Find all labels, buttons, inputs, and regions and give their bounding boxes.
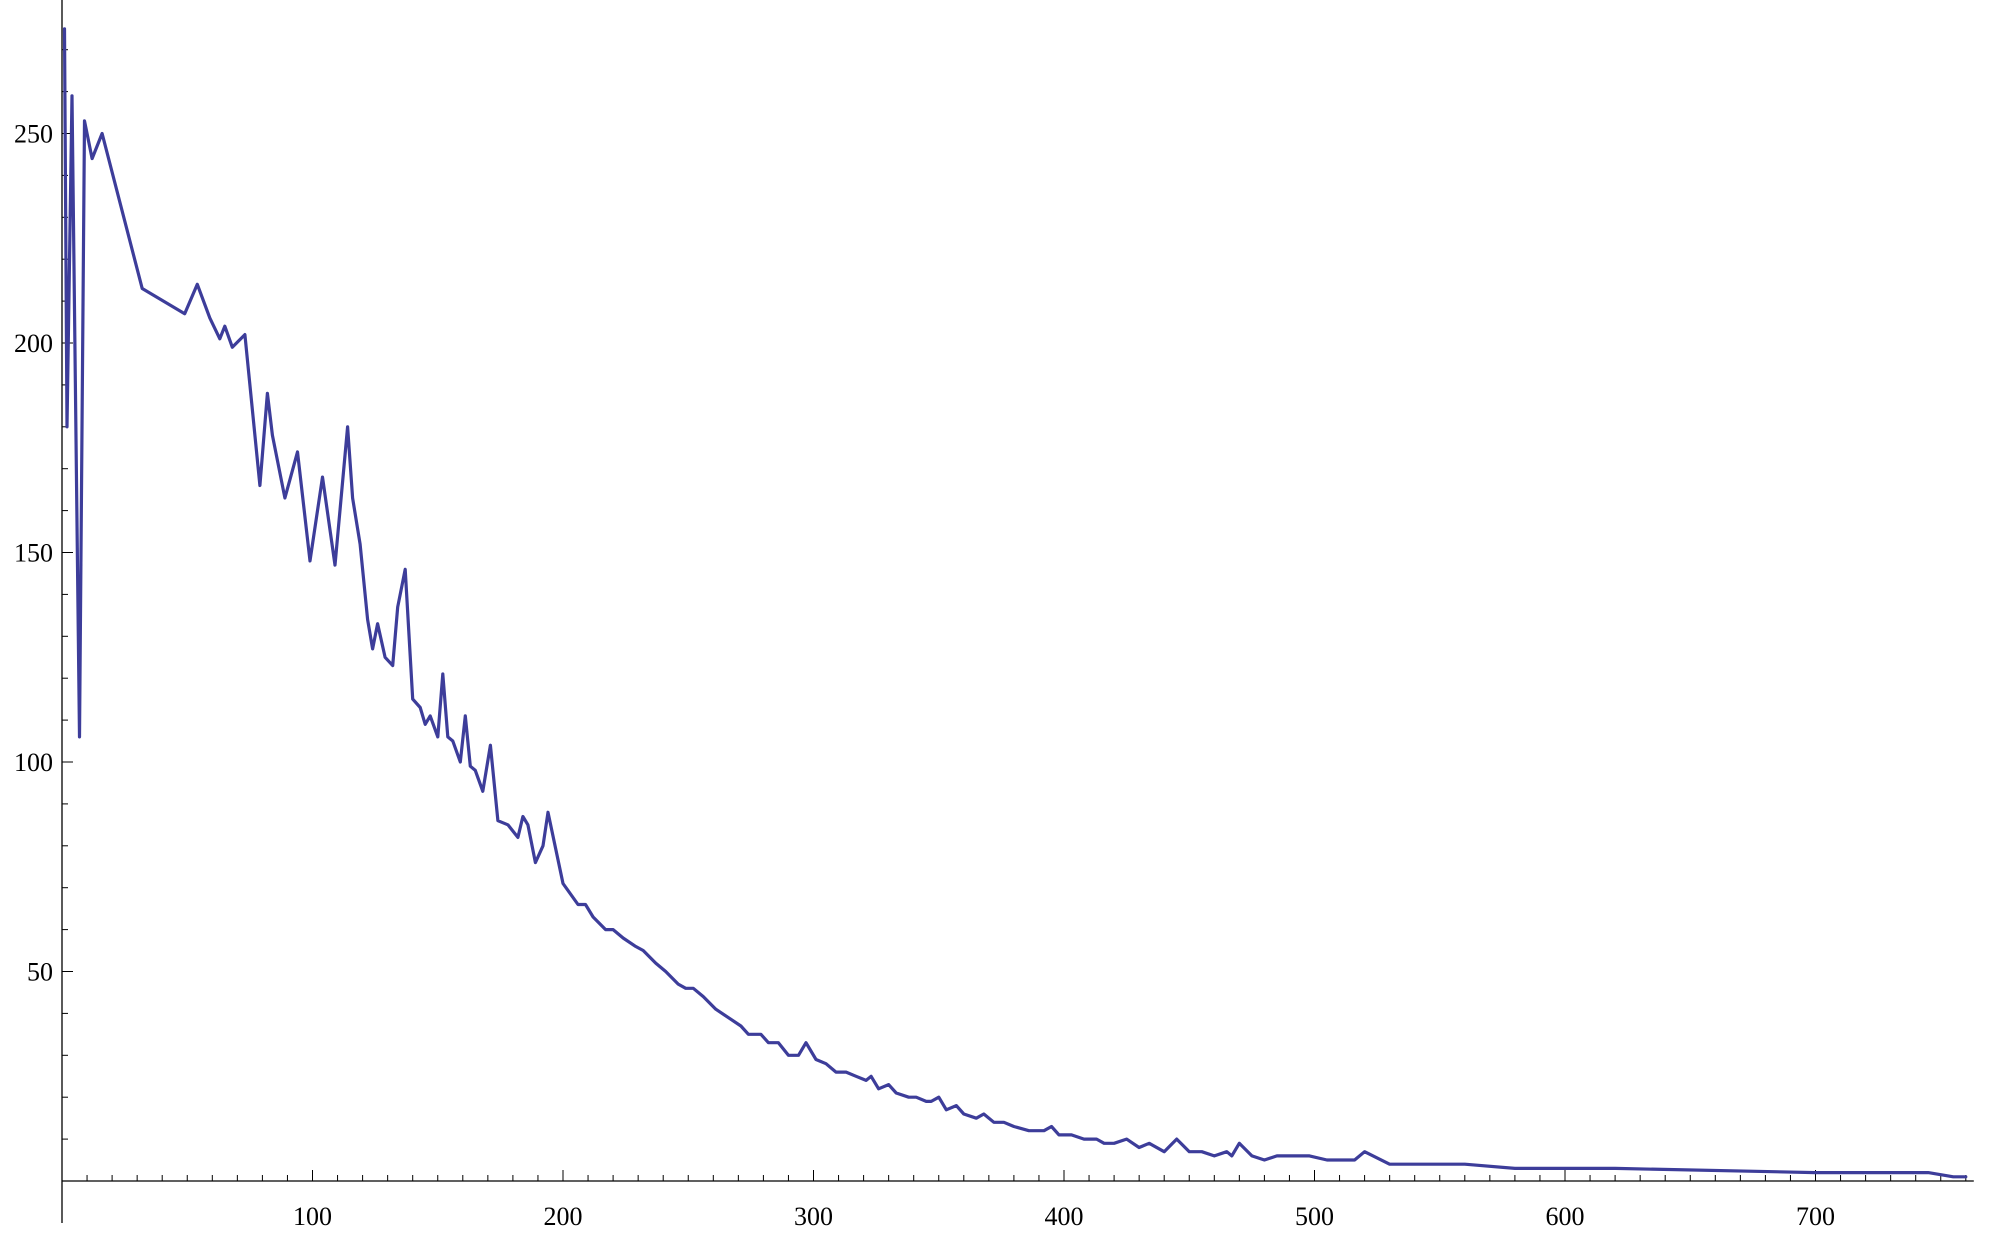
x-tick-label: 300 <box>794 1202 833 1231</box>
x-tick-label: 400 <box>1045 1202 1084 1231</box>
series-line-1 <box>62 27 1968 1179</box>
x-tick-label: 200 <box>544 1202 583 1231</box>
x-tick-label: 700 <box>1796 1202 1835 1231</box>
y-tick-label: 200 <box>14 329 53 358</box>
x-tick-label: 100 <box>293 1202 332 1231</box>
x-axis-ticks: 100 200 300 400 500 600 700 <box>86 1170 1967 1231</box>
y-tick-label: 250 <box>14 120 53 149</box>
y-tick-label: 100 <box>14 748 53 777</box>
y-tick-label: 150 <box>14 539 53 568</box>
x-tick-label: 500 <box>1295 1202 1334 1231</box>
axes <box>61 0 1974 1223</box>
y-axis-ticks: 50 100 150 200 250 <box>14 49 73 1140</box>
x-tick-label: 600 <box>1546 1202 1585 1231</box>
y-tick-label: 50 <box>27 958 53 987</box>
plot-area <box>62 27 1968 1179</box>
